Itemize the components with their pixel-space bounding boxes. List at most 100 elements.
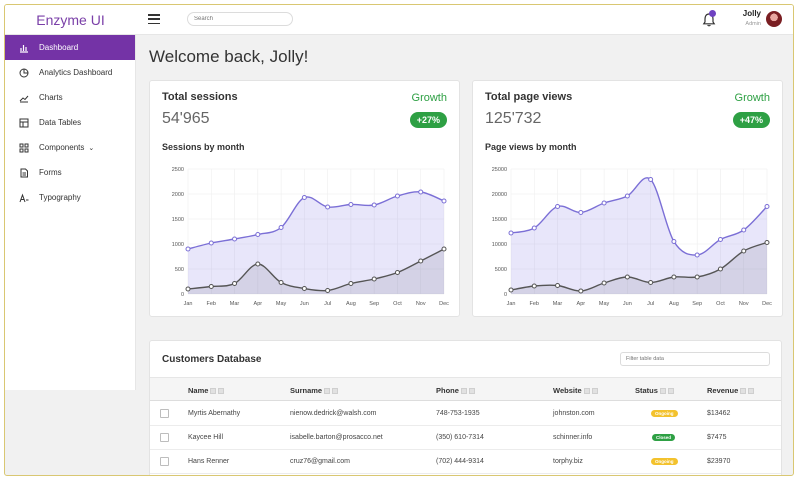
data-point xyxy=(578,210,584,215)
row-checkbox[interactable] xyxy=(160,433,169,442)
data-point xyxy=(418,258,424,264)
page-views-card: Total page views 125'732 Growth +47% Pag… xyxy=(472,80,783,317)
data-point xyxy=(232,281,238,286)
column-header-name[interactable]: Name xyxy=(188,386,225,395)
data-point xyxy=(717,266,723,272)
cell-surname: cruz76@gmail.com xyxy=(290,458,351,465)
x-tick-label: Apr xyxy=(254,301,263,307)
data-point xyxy=(624,274,630,280)
table-title: Customers Database xyxy=(162,354,262,365)
sidebar-item-forms[interactable]: Forms xyxy=(5,160,135,185)
chevron-down-icon: ⌄ xyxy=(88,144,95,152)
menu-toggle-icon[interactable] xyxy=(148,14,160,24)
sidebar-item-label: Data Tables xyxy=(39,118,82,127)
x-tick-label: Mar xyxy=(553,301,563,307)
customers-table-card: Customers Database Name Surname Phone We… xyxy=(149,340,782,475)
filter-icon[interactable] xyxy=(667,387,674,394)
data-point xyxy=(648,177,654,182)
sidebar-item-typography[interactable]: Typography xyxy=(5,185,135,210)
data-point xyxy=(208,284,214,289)
cell-revenue: $7475 xyxy=(707,434,727,441)
cell-phone: (702) 444-9314 xyxy=(436,458,484,465)
row-checkbox[interactable] xyxy=(160,409,169,418)
card-value: 125'732 xyxy=(485,110,542,127)
x-tick-label: Aug xyxy=(669,301,679,307)
user-menu[interactable]: Jolly Admin xyxy=(729,9,761,27)
sort-icon[interactable] xyxy=(210,387,217,394)
notification-badge xyxy=(709,10,716,17)
filter-icon[interactable] xyxy=(332,387,339,394)
x-tick-label: Nov xyxy=(416,301,426,307)
table-row[interactable]: Myrtis Abernathy nienow.dedrick@walsh.co… xyxy=(150,402,781,426)
sort-icon[interactable] xyxy=(324,387,331,394)
data-point xyxy=(648,280,654,285)
table-row[interactable]: Hans Renner cruz76@gmail.com (702) 444-9… xyxy=(150,450,781,474)
sort-icon[interactable] xyxy=(659,387,666,394)
card-title: Total sessions xyxy=(162,91,238,103)
chart-title: Page views by month xyxy=(485,142,577,152)
top-bar: Enzyme UI Jolly Admin xyxy=(5,5,793,35)
sidebar-item-analytics-dashboard[interactable]: Analytics Dashboard xyxy=(5,60,135,85)
sort-icon[interactable] xyxy=(740,387,747,394)
chart-title: Sessions by month xyxy=(162,142,245,152)
x-tick-label: Aug xyxy=(346,301,356,307)
data-point xyxy=(325,288,331,293)
x-tick-label: May xyxy=(599,301,610,307)
status-badge: Ongoing xyxy=(651,410,678,417)
sidebar-item-dashboard[interactable]: Dashboard xyxy=(5,35,135,60)
line-chart-icon xyxy=(18,92,30,104)
brand-logo[interactable]: Enzyme UI xyxy=(36,12,105,28)
x-tick-label: Dec xyxy=(762,301,772,307)
sidebar-item-components[interactable]: Components ⌄ xyxy=(5,135,135,160)
data-point xyxy=(508,230,514,236)
x-tick-label: Mar xyxy=(230,301,240,307)
table-row[interactable]: Kaycee Hill isabelle.barton@prosacco.net… xyxy=(150,426,781,450)
y-tick-label: 1000 xyxy=(172,242,184,248)
cell-surname: isabelle.barton@prosacco.net xyxy=(290,434,383,441)
notification-bell-icon[interactable] xyxy=(701,10,717,28)
sidebar-item-label: Analytics Dashboard xyxy=(39,68,113,77)
x-tick-label: Jan xyxy=(507,301,516,307)
data-point xyxy=(671,274,677,280)
y-tick-label: 0 xyxy=(504,292,507,298)
data-point xyxy=(232,236,238,242)
x-tick-label: Jun xyxy=(300,301,309,307)
y-tick-label: 500 xyxy=(175,267,184,273)
row-checkbox[interactable] xyxy=(160,457,169,466)
column-header-status[interactable]: Status xyxy=(635,386,674,395)
filter-icon[interactable] xyxy=(218,387,225,394)
sort-icon[interactable] xyxy=(583,387,590,394)
cell-phone: 748-753-1935 xyxy=(436,410,480,417)
data-point xyxy=(185,286,191,292)
search-input[interactable] xyxy=(187,12,293,26)
data-point xyxy=(441,198,447,204)
avatar[interactable] xyxy=(766,11,782,27)
column-header-phone[interactable]: Phone xyxy=(436,386,475,395)
filter-icon[interactable] xyxy=(591,387,598,394)
data-point xyxy=(624,193,630,199)
sidebar-item-label: Charts xyxy=(39,93,63,102)
x-tick-label: Jan xyxy=(184,301,193,307)
sort-icon[interactable] xyxy=(460,387,467,394)
series-primary-area xyxy=(188,191,444,294)
grid-icon xyxy=(18,142,30,154)
filter-icon[interactable] xyxy=(468,387,475,394)
column-header-surname[interactable]: Surname xyxy=(290,386,339,395)
column-header-website[interactable]: Website xyxy=(553,386,598,395)
y-tick-label: 0 xyxy=(181,292,184,298)
cell-name: Myrtis Abernathy xyxy=(188,410,241,417)
data-point xyxy=(278,225,284,230)
sessions-chart: 0 500 1000 1500 2000 2500 Jan Feb Mar Apr May Jun Ju… xyxy=(172,167,449,307)
y-tick-label: 2500 xyxy=(172,167,184,173)
table-filter-input[interactable] xyxy=(620,352,770,366)
cell-website: schinner.info xyxy=(553,434,593,441)
x-tick-label: Jul xyxy=(324,301,331,307)
cell-revenue: $23970 xyxy=(707,458,731,465)
column-header-revenue[interactable]: Revenue xyxy=(707,386,755,395)
data-point xyxy=(348,281,354,286)
filter-icon[interactable] xyxy=(748,387,755,394)
sidebar-item-data-tables[interactable]: Data Tables xyxy=(5,110,135,135)
sidebar-item-charts[interactable]: Charts xyxy=(5,85,135,110)
data-point xyxy=(601,200,607,206)
x-tick-label: Nov xyxy=(739,301,749,307)
